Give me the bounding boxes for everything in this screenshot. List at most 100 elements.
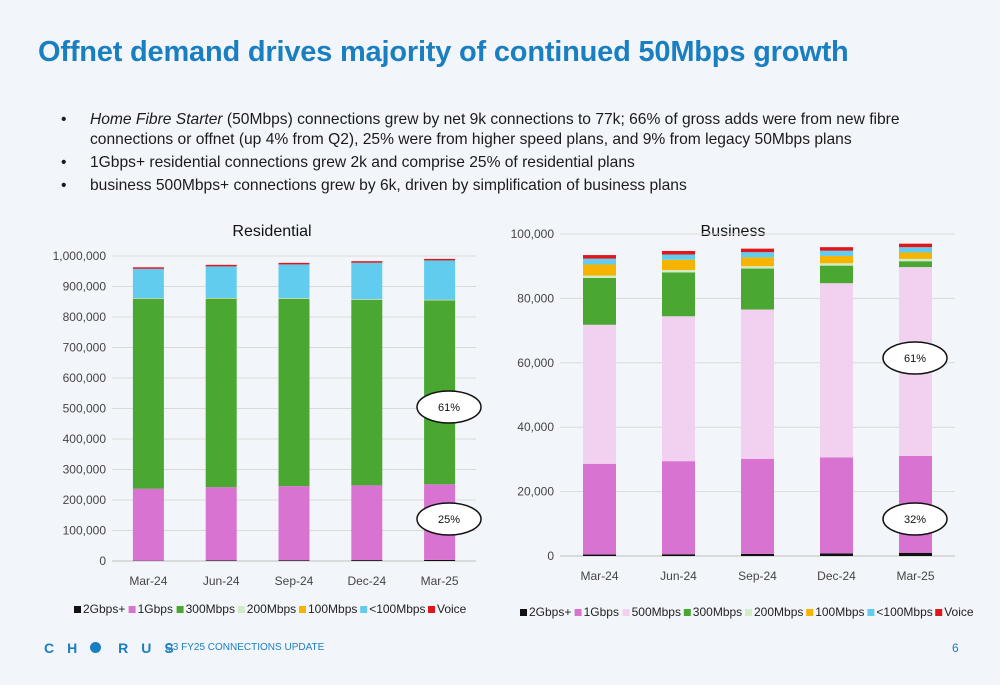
bar-segment xyxy=(351,485,383,561)
bar-segment xyxy=(278,560,310,561)
bar-segment xyxy=(820,263,853,266)
bar-segment xyxy=(662,316,695,462)
y-tick-label: 300,000 xyxy=(63,463,107,477)
bar-segment xyxy=(583,258,616,265)
bar-segment xyxy=(424,559,456,561)
bar-segment xyxy=(132,488,164,561)
bar-segment xyxy=(899,258,932,262)
bar-segment xyxy=(820,255,853,264)
legend-label: <100Mbps xyxy=(876,605,932,619)
legend-label: <100Mbps xyxy=(369,602,425,616)
legend-label: 200Mbps xyxy=(247,602,296,616)
annotation-ellipse xyxy=(882,502,948,536)
legend-label: 100Mbps xyxy=(308,602,357,616)
bar-segment xyxy=(820,250,853,256)
x-tick-label: Mar-24 xyxy=(129,574,167,588)
y-tick-label: 20,000 xyxy=(517,485,554,499)
legend-swatch xyxy=(299,606,306,613)
y-tick-label: 80,000 xyxy=(517,291,554,305)
y-tick-label: 100,000 xyxy=(63,524,107,538)
legend-swatch xyxy=(520,609,527,616)
bar-segment xyxy=(820,283,853,458)
bullet-text: 1Gbps+ residential connections grew 2k a… xyxy=(90,154,635,171)
bar-segment xyxy=(205,487,237,561)
bar-segment xyxy=(662,250,695,255)
y-tick-label: 1,000,000 xyxy=(53,249,107,263)
legend-label: 2Gbps+ xyxy=(529,605,571,619)
bullet-item: business 500Mbps+ connections grew by 6k… xyxy=(58,176,978,196)
bar-segment xyxy=(741,268,774,310)
bar-segment xyxy=(741,309,774,459)
logo-letter: S xyxy=(164,640,187,656)
x-tick-label: Jun-24 xyxy=(203,574,240,588)
y-tick-label: 600,000 xyxy=(63,371,107,385)
bar-segment xyxy=(662,270,695,273)
bar-segment xyxy=(132,268,164,299)
y-tick-label: 800,000 xyxy=(63,310,107,324)
bar-segment xyxy=(424,258,456,261)
business-chart: Business 0 20,000 40,000 60,000 80,000 100,000… xyxy=(511,223,974,619)
legend-swatch xyxy=(683,609,691,616)
bar-segment xyxy=(205,264,237,267)
bar-segment xyxy=(583,324,616,464)
y-tick-label: 0 xyxy=(99,554,106,568)
legend-swatch xyxy=(622,609,630,616)
x-tick-label: Dec-24 xyxy=(817,569,856,583)
bar-segment xyxy=(205,298,237,488)
bar-segment xyxy=(899,552,932,556)
bar-segment xyxy=(662,259,695,271)
legend-swatch xyxy=(806,609,814,616)
logo-letter: U xyxy=(141,640,165,656)
bar-segment xyxy=(741,257,774,267)
legend-label: 200Mbps xyxy=(754,605,803,619)
chorus-logo: CH RUS xyxy=(44,640,187,656)
logo-letter: H xyxy=(67,640,91,656)
bar-segment xyxy=(899,243,932,248)
bar-segment xyxy=(278,486,310,561)
bar-segment xyxy=(899,261,932,268)
chart-title: Residential xyxy=(232,223,311,240)
annotation-label: 61% xyxy=(438,402,460,414)
x-tick-label: Mar-25 xyxy=(896,569,934,583)
annotation-label: 32% xyxy=(904,514,926,526)
bar-segment xyxy=(132,299,164,489)
legend-swatch xyxy=(428,606,435,613)
legend-label: 300Mbps xyxy=(186,602,235,616)
bar-segment xyxy=(741,266,774,269)
legend-swatch xyxy=(360,606,368,613)
legend-label: 500Mbps xyxy=(632,605,681,619)
bar-segment xyxy=(583,255,616,259)
y-tick-label: 900,000 xyxy=(63,280,107,294)
legend-label: 100Mbps xyxy=(815,605,864,619)
bullet-emphasis: Home Fibre Starter xyxy=(90,111,223,128)
legend-swatch xyxy=(745,609,752,616)
bar-segment xyxy=(351,262,383,300)
legend-label: 1Gbps xyxy=(584,605,619,619)
logo-letter: R xyxy=(118,640,142,656)
logo-letter: C xyxy=(44,640,68,656)
y-tick-label: 100,000 xyxy=(511,227,555,241)
legend-label: 300Mbps xyxy=(693,605,742,619)
annotation-label: 25% xyxy=(438,514,460,526)
bar-segment xyxy=(351,560,383,561)
y-tick-label: 500,000 xyxy=(63,402,107,416)
footer-caption: Q3 FY25 CONNECTIONS UPDATE xyxy=(165,642,325,653)
annotation-ellipse xyxy=(416,390,482,424)
bar-segment xyxy=(820,457,853,554)
bar-segment xyxy=(278,264,310,299)
x-tick-label: Jun-24 xyxy=(660,569,697,583)
bar-segment xyxy=(662,254,695,260)
legend-swatch xyxy=(176,606,184,613)
x-tick-label: Dec-24 xyxy=(347,574,386,588)
bar-segment xyxy=(820,265,853,284)
logo-dot-icon xyxy=(90,642,102,654)
bar-segment xyxy=(351,261,383,263)
y-tick-label: 700,000 xyxy=(63,341,107,355)
x-tick-label: Sep-24 xyxy=(275,574,314,588)
x-tick-label: Mar-25 xyxy=(421,574,459,588)
bar-segment xyxy=(583,554,616,556)
bar-segment xyxy=(662,461,695,555)
bar-segment xyxy=(583,275,616,278)
bar-segment xyxy=(741,458,774,554)
page-number: 6 xyxy=(952,641,959,655)
